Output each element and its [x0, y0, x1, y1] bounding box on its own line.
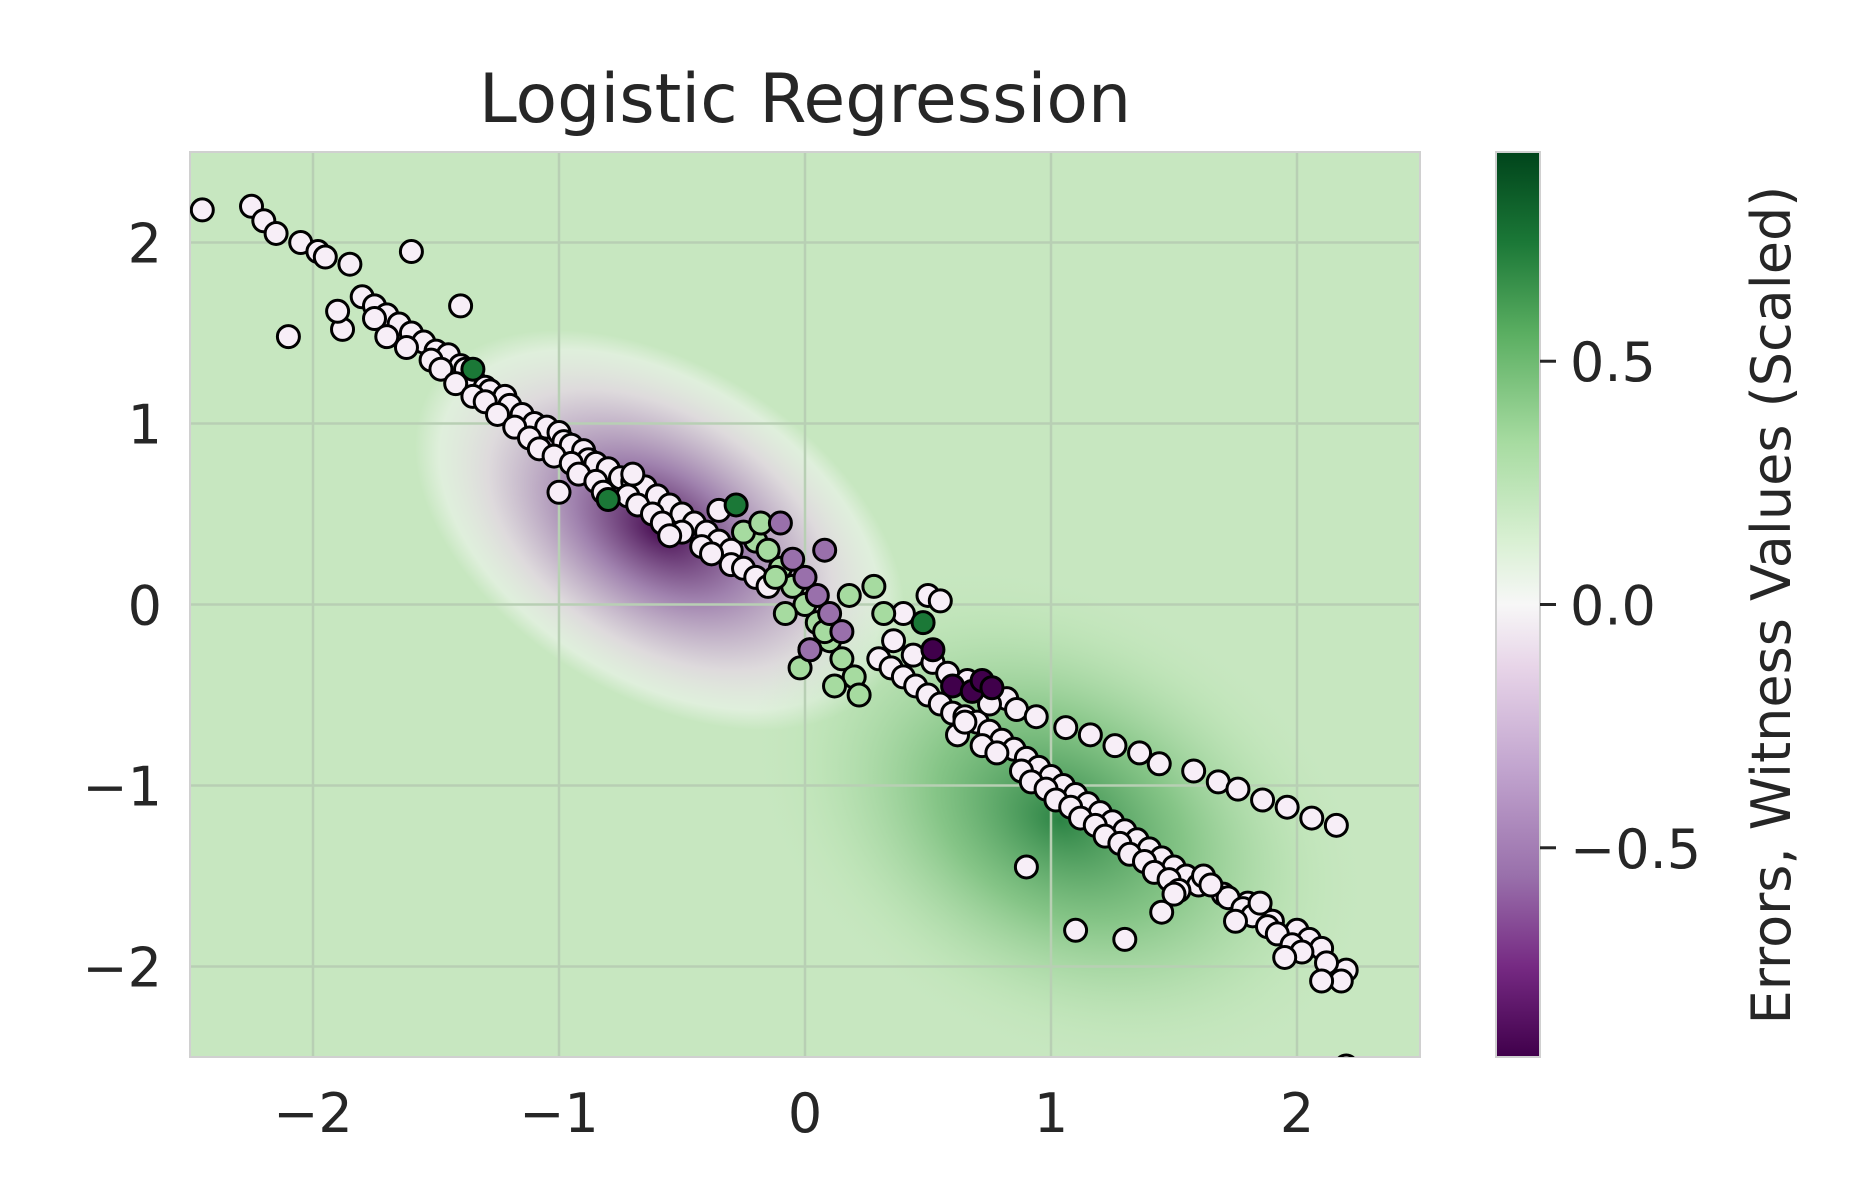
y-tick-label: 2: [128, 213, 162, 276]
data-point: [1181, 758, 1207, 784]
data-point: [312, 244, 338, 270]
data-point: [699, 541, 725, 567]
data-point: [546, 479, 572, 505]
data-point: [927, 588, 953, 614]
data-point: [1077, 722, 1103, 748]
data-point: [1225, 776, 1251, 802]
data-point: [881, 628, 907, 654]
data-point: [812, 537, 838, 563]
data-point: [979, 675, 1005, 701]
data-point: [829, 646, 855, 672]
data-point: [861, 573, 887, 599]
data-point: [337, 251, 363, 277]
data-point: [1247, 890, 1273, 916]
data-point: [1013, 854, 1039, 880]
data-point: [460, 356, 486, 382]
data-point: [836, 582, 862, 608]
data-point: [1337, 1053, 1355, 1057]
data-point: [1250, 787, 1276, 813]
data-point: [762, 564, 788, 590]
data-point: [448, 293, 474, 319]
chart-title: Logistic Regression: [479, 60, 1131, 139]
plot-frame: [189, 151, 1421, 1058]
x-tick-label: 1: [1034, 1082, 1068, 1145]
x-tick-label: −2: [273, 1082, 353, 1145]
data-point: [1149, 899, 1175, 925]
plot-area: [189, 151, 1421, 1058]
data-point: [443, 371, 469, 397]
data-point: [1274, 794, 1300, 820]
data-point: [428, 356, 454, 382]
data-point: [325, 298, 351, 324]
data-point: [1102, 733, 1128, 759]
data-point: [1063, 917, 1089, 943]
data-point: [797, 637, 823, 663]
data-point: [767, 510, 793, 536]
colorbar-ticks: 0.5 0.0 −0.5: [1540, 331, 1701, 881]
data-point: [829, 619, 855, 645]
data-point: [275, 324, 301, 350]
witness-field-positive: [749, 564, 1371, 1057]
data-point: [792, 564, 818, 590]
data-point: [1112, 926, 1138, 952]
y-tick-label: −1: [82, 756, 162, 819]
data-point: [374, 324, 400, 350]
data-point: [1053, 715, 1079, 741]
y-tick-label: 1: [128, 394, 162, 457]
data-point: [1223, 908, 1248, 934]
data-point: [952, 709, 978, 735]
data-point: [362, 306, 387, 332]
data-point: [1272, 944, 1298, 970]
data-points: [190, 193, 1359, 1057]
data-point: [822, 673, 848, 699]
colorbar-gradient: [1495, 151, 1541, 1058]
data-point: [910, 610, 936, 636]
data-point: [920, 637, 946, 663]
data-point: [1299, 805, 1325, 831]
data-point: [398, 239, 424, 265]
x-tick-label: 2: [1280, 1082, 1314, 1145]
data-point: [804, 582, 830, 608]
data-point: [1127, 740, 1153, 766]
data-point: [657, 523, 683, 549]
y-tick-label: −2: [82, 937, 162, 1000]
data-point: [485, 401, 510, 427]
data-point: [780, 546, 806, 572]
data-point: [817, 601, 843, 627]
data-point: [190, 197, 215, 223]
x-axis: −2 −1 0 1 2: [273, 1082, 1314, 1145]
data-point: [984, 740, 1010, 766]
data-point: [1146, 751, 1172, 777]
y-axis: −2 −1 0 1 2: [82, 213, 162, 1000]
data-point: [263, 220, 289, 246]
colorbar-tick-label: 0.0: [1570, 575, 1656, 638]
data-point: [846, 682, 872, 708]
data-point: [1323, 812, 1349, 838]
data-point: [1309, 968, 1335, 994]
data-point: [772, 601, 798, 627]
data-point: [393, 334, 419, 360]
colorbar-tick-label: 0.5: [1570, 331, 1656, 394]
colorbar: 0.5 0.0 −0.5 Errors, Witness Values (Scale…: [1495, 151, 1803, 1058]
data-point: [1198, 872, 1224, 898]
data-point: [871, 601, 897, 627]
x-tick-label: 0: [788, 1082, 822, 1145]
colorbar-label: Errors, Witness Values (Scaled): [1740, 186, 1803, 1025]
y-tick-label: 0: [128, 575, 162, 638]
colorbar-tick-label: −0.5: [1570, 818, 1701, 881]
data-point: [1161, 881, 1187, 907]
data-point: [755, 537, 781, 563]
data-point: [1023, 704, 1049, 730]
data-point: [620, 461, 646, 487]
data-point: [723, 492, 749, 518]
data-point: [595, 487, 621, 513]
x-tick-label: −1: [519, 1082, 599, 1145]
